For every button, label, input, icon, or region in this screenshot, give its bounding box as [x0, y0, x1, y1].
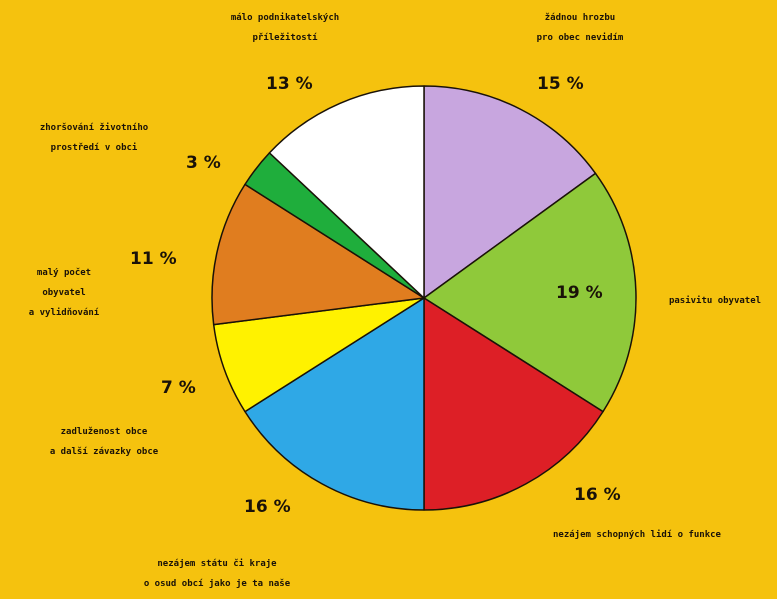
pie-slice-no-threat [423, 85, 597, 299]
slice-label-line: zhoršování životního [39, 123, 149, 133]
slice-label-line: malý počet [36, 268, 92, 278]
value-label-indebtedness: 7 % [161, 378, 196, 398]
slice-label-line: a další závazky obce [49, 447, 159, 457]
value-label-no-threat: 15 % [537, 74, 584, 94]
slice-label-no-threat: žádnou hrozbu pro obec nevidím [520, 8, 640, 48]
slice-label-indebtedness: zadluženost obce a další závazky obce [34, 422, 174, 462]
slice-label-line: obyvatel [42, 288, 86, 298]
slice-label-line: prostředí v obci [50, 143, 138, 153]
slice-label-line: pasivitu obyvatel [668, 296, 762, 306]
value-label-business-opportunities: 13 % [266, 74, 313, 94]
slice-label-line: o osud obcí jako je ta naše [143, 579, 291, 589]
pie-slice-business-opportunities [268, 85, 425, 299]
slice-label-line: nezájem schopných lidí o funkce [553, 530, 721, 540]
slice-label-passivity: pasivitu obyvatel [660, 291, 770, 311]
slice-label-depopulation: malý počet obyvatel a vylidňování [14, 263, 114, 323]
pie-slice-passivity [423, 172, 637, 413]
pie-slice-state-disinterest [244, 297, 425, 511]
pie-slice-depopulation [211, 183, 425, 326]
pie-slice-capable-people [423, 297, 604, 511]
slice-label-line: nezájem státu či kraje [157, 559, 277, 569]
value-label-environment: 3 % [186, 153, 221, 173]
slice-label-line: zadluženost obce [60, 427, 148, 437]
value-label-passivity: 19 % [556, 283, 603, 303]
slice-label-line: žádnou hrozbu [544, 13, 616, 23]
value-label-depopulation: 11 % [130, 249, 177, 269]
slice-label-line: a vylidňování [28, 308, 100, 318]
slice-label-line: pro obec nevidím [536, 33, 624, 43]
slice-label-business-opportunities: málo podnikatelských příležitostí [210, 8, 360, 48]
slice-label-line: málo podnikatelských [230, 13, 340, 23]
value-label-state-disinterest: 16 % [244, 497, 291, 517]
slice-label-environment: zhoršování životního prostředí v obci [24, 118, 164, 158]
slice-label-state-disinterest: nezájem státu či kraje o osud obcí jako … [112, 554, 322, 594]
slice-label-capable-people: nezájem schopných lidí o funkce [520, 525, 754, 545]
slice-label-line: příležitostí [252, 33, 318, 43]
value-label-capable-people: 16 % [574, 485, 621, 505]
